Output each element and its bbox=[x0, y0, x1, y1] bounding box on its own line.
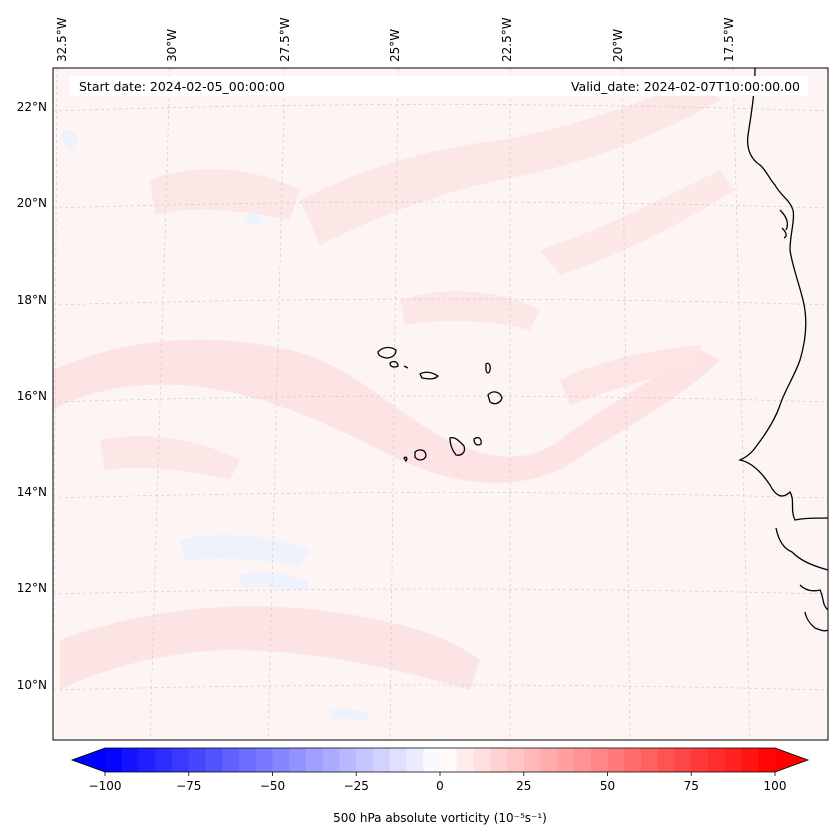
colorbar-cell bbox=[624, 748, 642, 772]
colorbar-min-extend bbox=[72, 748, 105, 772]
valid-date-text: Valid_date: 2024-02-07T10:00:00.00 bbox=[571, 79, 800, 94]
colorbar-tick-label: 75 bbox=[684, 779, 699, 793]
lon-label: 32.5°W bbox=[55, 17, 69, 62]
longitude-labels: 32.5°W 30°W 27.5°W 25°W 22.5°W 20°W 17.5… bbox=[55, 17, 736, 62]
colorbar-cell bbox=[574, 748, 592, 772]
start-date-text: Start date: 2024-02-05_00:00:00 bbox=[79, 79, 285, 94]
colorbar-cell bbox=[674, 748, 692, 772]
colorbar-cell bbox=[406, 748, 424, 772]
colorbar-cell bbox=[590, 748, 608, 772]
colorbar-tick-label: 0 bbox=[436, 779, 444, 793]
lat-label: 14°N bbox=[17, 485, 47, 499]
colorbar-ticks: −100 −75 −50 −25 0 25 50 75 100 bbox=[89, 772, 787, 793]
colorbar-tick-label: −100 bbox=[89, 779, 122, 793]
graticule bbox=[53, 68, 828, 740]
colorbar-cell bbox=[356, 748, 374, 772]
lat-label: 22°N bbox=[17, 100, 47, 114]
colorbar-cell bbox=[691, 748, 709, 772]
lat-label: 12°N bbox=[17, 581, 47, 595]
lon-label: 17.5°W bbox=[722, 17, 736, 62]
colorbar-tick-label: 50 bbox=[600, 779, 615, 793]
lat-label: 18°N bbox=[17, 293, 47, 307]
colorbar-max-extend bbox=[775, 748, 808, 772]
colorbar-cell bbox=[255, 748, 273, 772]
colorbar-tick-label: 25 bbox=[516, 779, 531, 793]
colorbar-cell bbox=[389, 748, 407, 772]
lat-label: 10°N bbox=[17, 678, 47, 692]
colorbar-cell bbox=[121, 748, 139, 772]
colorbar-tick-label: −25 bbox=[344, 779, 369, 793]
colorbar-cell bbox=[440, 748, 458, 772]
colorbar-cell bbox=[540, 748, 558, 772]
colorbar-cell bbox=[641, 748, 659, 772]
colorbar-cell bbox=[456, 748, 474, 772]
colorbar-cell bbox=[373, 748, 391, 772]
info-box bbox=[70, 76, 808, 96]
colorbar-tick-label: −75 bbox=[176, 779, 201, 793]
latitude-labels: 22°N 20°N 18°N 16°N 14°N 12°N 10°N bbox=[17, 100, 47, 692]
colorbar-cell bbox=[239, 748, 257, 772]
colorbar-cell bbox=[708, 748, 726, 772]
map-border bbox=[52, 67, 829, 741]
colorbar-cell bbox=[423, 748, 441, 772]
colorbar-cell bbox=[155, 748, 173, 772]
colorbar-cell bbox=[607, 748, 625, 772]
colorbar-cells bbox=[105, 748, 776, 772]
lon-label: 30°W bbox=[165, 29, 179, 62]
colorbar-tick-label: 100 bbox=[764, 779, 787, 793]
colorbar-cell bbox=[188, 748, 206, 772]
lon-label: 25°W bbox=[388, 29, 402, 62]
colorbar-cell bbox=[306, 748, 324, 772]
colorbar-cell bbox=[473, 748, 491, 772]
colorbar-cell bbox=[222, 748, 240, 772]
lat-label: 20°N bbox=[17, 196, 47, 210]
colorbar-cell bbox=[507, 748, 525, 772]
colorbar-cell bbox=[724, 748, 742, 772]
lat-label: 16°N bbox=[17, 389, 47, 403]
colorbar-cell bbox=[138, 748, 156, 772]
colorbar-cell bbox=[741, 748, 759, 772]
colorbar-cell bbox=[105, 748, 123, 772]
colorbar-cell bbox=[758, 748, 776, 772]
colorbar-cell bbox=[490, 748, 508, 772]
colorbar-cell bbox=[289, 748, 307, 772]
colorbar-cell bbox=[172, 748, 190, 772]
colorbar-cell bbox=[523, 748, 541, 772]
lon-label: 22.5°W bbox=[500, 17, 514, 62]
lon-label: 27.5°W bbox=[278, 17, 292, 62]
colorbar-cell bbox=[557, 748, 575, 772]
colorbar-cell bbox=[657, 748, 675, 772]
coastline bbox=[377, 68, 828, 632]
colorbar-cell bbox=[272, 748, 290, 772]
colorbar-cell bbox=[205, 748, 223, 772]
vorticity-field bbox=[53, 68, 828, 740]
colorbar-cell bbox=[339, 748, 357, 772]
colorbar-tick-label: −50 bbox=[260, 779, 285, 793]
lon-label: 20°W bbox=[611, 29, 625, 62]
colorbar-label: 500 hPa absolute vorticity (10⁻⁵s⁻¹) bbox=[333, 811, 547, 825]
colorbar: −100 −75 −50 −25 0 25 50 75 100 500 hPa absolute… bbox=[70, 747, 810, 825]
colorbar-cell bbox=[322, 748, 340, 772]
